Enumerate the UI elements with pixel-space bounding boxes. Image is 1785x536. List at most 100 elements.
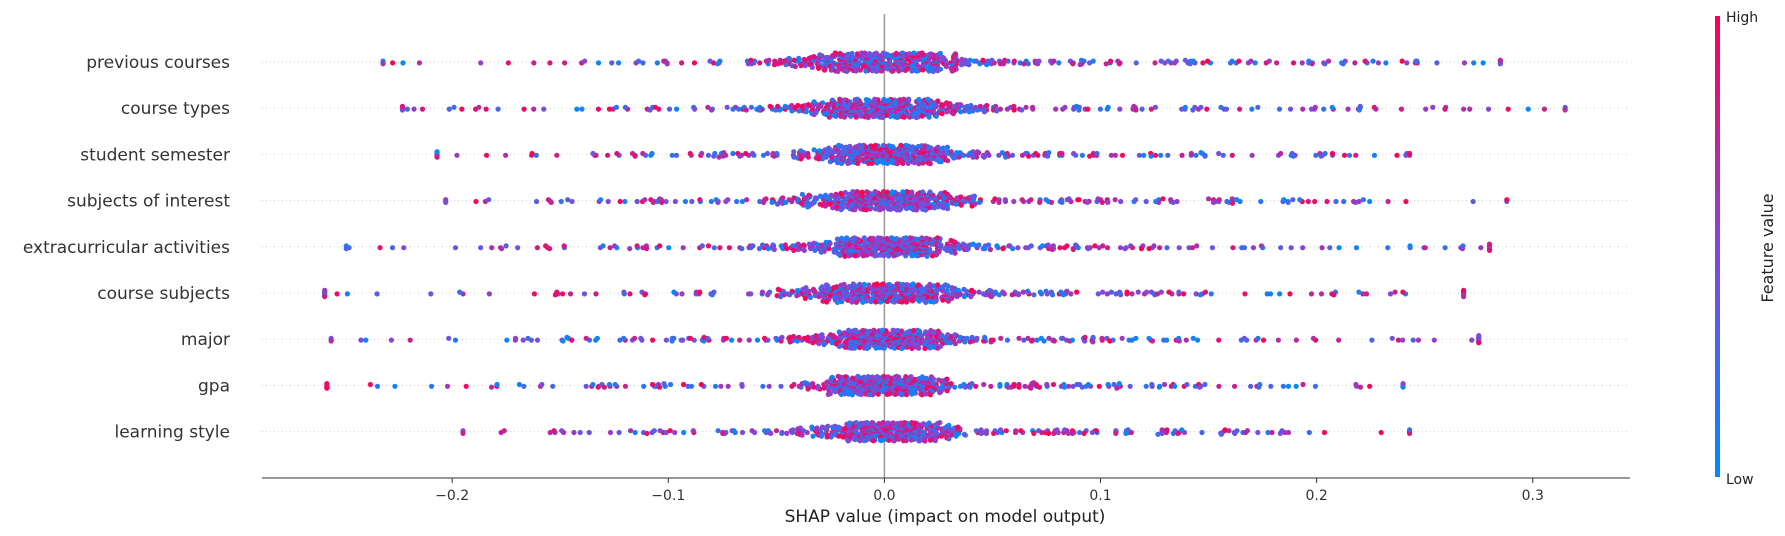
shap-point <box>725 197 731 203</box>
shap-point <box>1369 337 1375 343</box>
shap-point <box>1111 381 1117 388</box>
shap-point <box>928 327 934 334</box>
shap-point <box>791 149 797 155</box>
shap-point <box>884 391 890 397</box>
shap-point <box>958 194 964 200</box>
shap-point <box>1179 152 1185 158</box>
shap-point <box>886 253 892 259</box>
shap-point <box>869 374 875 380</box>
shap-point <box>463 383 469 389</box>
shap-point <box>900 189 906 195</box>
shap-point <box>914 253 920 259</box>
shap-point <box>1392 289 1398 295</box>
shap-point <box>974 149 981 155</box>
shap-point <box>923 375 930 381</box>
shap-point <box>1194 337 1201 343</box>
shap-point <box>428 291 434 297</box>
shap-point <box>1051 338 1057 344</box>
shap-point <box>1371 104 1377 110</box>
shap-point <box>1053 106 1059 112</box>
shap-point <box>1278 245 1284 251</box>
shap-point <box>775 286 781 292</box>
shap-point <box>872 96 878 102</box>
shap-point <box>821 342 827 348</box>
shap-point <box>669 338 675 344</box>
shap-point <box>889 189 896 195</box>
shap-point <box>827 159 833 165</box>
shap-point <box>892 391 898 397</box>
shap-point <box>1172 383 1178 389</box>
shap-point <box>679 60 685 66</box>
shap-point <box>1133 60 1139 66</box>
shap-point <box>1387 291 1394 297</box>
shap-point <box>452 245 459 251</box>
shap-point <box>999 150 1006 156</box>
points-layer <box>322 50 1568 444</box>
shap-point <box>865 114 871 121</box>
shap-point <box>416 60 423 66</box>
shap-point <box>494 381 500 388</box>
shap-point <box>944 206 951 212</box>
shap-point <box>632 153 638 159</box>
shap-point <box>775 103 781 109</box>
shap-point <box>1031 292 1037 298</box>
shap-point <box>1442 245 1448 251</box>
shap-point <box>866 282 872 288</box>
shap-point <box>799 103 805 109</box>
shap-point <box>663 198 669 205</box>
shap-point <box>879 327 886 333</box>
shap-point <box>1276 291 1283 297</box>
shap-point <box>874 160 880 166</box>
shap-point <box>800 242 807 248</box>
shap-point <box>1190 107 1196 113</box>
shap-point <box>833 191 839 197</box>
shap-point <box>723 335 730 341</box>
shap-point <box>993 103 999 109</box>
shap-point <box>904 189 910 195</box>
shap-point <box>559 291 566 297</box>
shap-point <box>795 287 801 293</box>
shap-point <box>411 106 417 112</box>
shap-point <box>1179 106 1185 112</box>
shap-point <box>1049 246 1055 253</box>
shap-point <box>1173 58 1179 64</box>
shap-point <box>1044 381 1050 388</box>
shap-point <box>952 51 959 57</box>
shap-point <box>854 96 860 102</box>
shap-point <box>849 50 855 57</box>
shap-point <box>1300 381 1306 388</box>
shap-point <box>1097 106 1103 112</box>
shap-point <box>1353 152 1359 158</box>
shap-point <box>1165 152 1171 158</box>
shap-point <box>955 287 962 293</box>
shap-point <box>1312 198 1318 205</box>
shap-point <box>1231 383 1238 389</box>
shap-point <box>881 189 887 195</box>
shap-point <box>443 199 449 205</box>
shap-point <box>1016 335 1022 341</box>
shap-point <box>1071 150 1077 157</box>
shap-point <box>711 153 717 159</box>
shap-point <box>607 245 613 251</box>
shap-point <box>1229 196 1235 202</box>
shap-point <box>869 68 876 74</box>
shap-point <box>933 252 939 258</box>
shap-point <box>914 327 921 333</box>
shap-point <box>795 102 801 109</box>
shap-point <box>1360 291 1366 297</box>
shap-point <box>953 201 959 207</box>
shap-point <box>1129 291 1135 297</box>
shap-point <box>1025 335 1031 341</box>
shap-point <box>828 434 834 440</box>
shap-point <box>547 60 553 66</box>
shap-point <box>1148 153 1154 159</box>
shap-point <box>982 292 989 298</box>
shap-point <box>1241 245 1248 251</box>
shap-point <box>803 285 809 291</box>
shap-point <box>780 195 786 201</box>
shap-point <box>839 299 845 305</box>
shap-point <box>920 189 926 195</box>
shap-point <box>595 60 602 66</box>
shap-point <box>988 294 995 300</box>
shap-point <box>834 160 841 166</box>
